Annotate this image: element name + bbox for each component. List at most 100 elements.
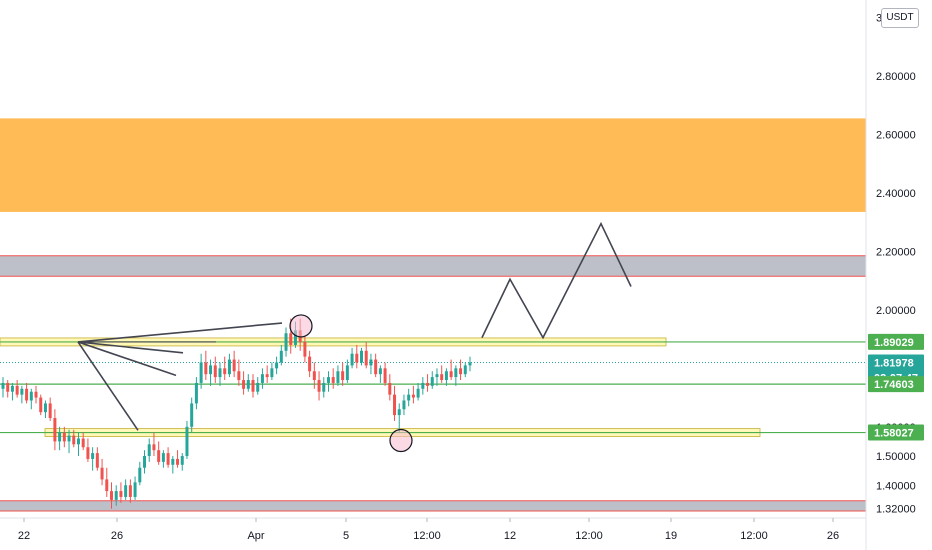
x-tick-label: Apr bbox=[247, 530, 264, 542]
candle-body bbox=[237, 371, 241, 381]
candle-body bbox=[39, 397, 43, 413]
candle-body bbox=[166, 453, 170, 465]
candle-body bbox=[251, 380, 255, 392]
x-tick-label: 26 bbox=[827, 530, 839, 542]
candle-body bbox=[393, 394, 397, 416]
orange-resistance-zone bbox=[0, 118, 866, 212]
candle-body bbox=[171, 458, 175, 465]
candle-body bbox=[143, 456, 147, 468]
price-tag-1.74603 bbox=[868, 376, 924, 393]
projection-path bbox=[481, 221, 632, 340]
candle-body bbox=[435, 374, 439, 378]
candle-body bbox=[378, 368, 382, 375]
candle-body bbox=[440, 374, 444, 381]
price-tag-1.58027 bbox=[868, 424, 924, 441]
candle-body bbox=[1, 382, 5, 389]
price-tag-label: 1.81978 bbox=[874, 358, 914, 370]
candle-body bbox=[62, 432, 66, 442]
candle-body bbox=[20, 388, 24, 395]
candle-body bbox=[204, 362, 208, 375]
candle-body bbox=[246, 380, 250, 389]
y-tick-label: 2.00000 bbox=[876, 305, 916, 317]
candle-body bbox=[213, 365, 217, 378]
candle-body bbox=[15, 385, 19, 395]
top-circle-marker bbox=[289, 314, 313, 338]
y-tick-label: 2.80000 bbox=[876, 71, 916, 83]
y-tick-label: 1.50000 bbox=[876, 451, 916, 463]
candle-body bbox=[430, 377, 434, 386]
candle-body bbox=[341, 371, 345, 381]
candle-body bbox=[114, 491, 118, 500]
candle-body bbox=[218, 368, 222, 378]
candle-body bbox=[463, 365, 467, 375]
candle-body bbox=[43, 403, 47, 413]
candle-body bbox=[161, 453, 165, 462]
x-tick-label: 12:00 bbox=[575, 530, 603, 542]
candle-body bbox=[152, 444, 156, 451]
candle-body bbox=[260, 374, 264, 383]
candle-body bbox=[223, 368, 227, 375]
candle-body bbox=[53, 418, 57, 442]
candle-body bbox=[48, 403, 52, 419]
x-tick-label: 5 bbox=[343, 530, 349, 542]
candle-body bbox=[10, 385, 14, 392]
x-tick-label: 22 bbox=[18, 530, 30, 542]
candle-body bbox=[279, 350, 283, 363]
candle-body bbox=[91, 453, 95, 459]
price-tag-label: 1.74603 bbox=[874, 379, 914, 391]
candle-body bbox=[284, 333, 288, 351]
lower-gray-zone bbox=[0, 500, 866, 511]
candle-body bbox=[444, 371, 448, 381]
candle-body bbox=[355, 353, 359, 363]
fan-line bbox=[77, 322, 283, 343]
candle-body bbox=[317, 380, 321, 392]
candle-body bbox=[29, 391, 33, 401]
candle-body bbox=[402, 400, 406, 410]
candle-body bbox=[176, 458, 180, 465]
y-tick-label: 2.60000 bbox=[876, 129, 916, 141]
candle-body bbox=[157, 450, 161, 462]
x-tick-label: 26 bbox=[111, 530, 123, 542]
candle-body bbox=[350, 353, 354, 366]
candle-body bbox=[58, 432, 62, 442]
candle-body bbox=[388, 382, 392, 395]
candle-body bbox=[34, 391, 38, 398]
candle-body bbox=[128, 485, 132, 497]
y-tick-label: 1.40000 bbox=[876, 480, 916, 492]
candle-body bbox=[124, 485, 128, 497]
candle-body bbox=[421, 382, 425, 389]
candle-body bbox=[242, 380, 246, 389]
bottom-circle-marker bbox=[389, 428, 413, 453]
candle-body bbox=[72, 435, 76, 445]
price-tag-1.89029 bbox=[868, 333, 924, 350]
candle-body bbox=[67, 435, 71, 442]
x-tick-label: 12 bbox=[504, 530, 516, 542]
candle-body bbox=[459, 368, 463, 375]
candle-body bbox=[303, 342, 307, 357]
x-tick-label: 12:00 bbox=[740, 530, 768, 542]
fan-line bbox=[77, 341, 184, 354]
candle-body bbox=[6, 382, 10, 392]
candle-body bbox=[86, 447, 90, 459]
candle-body bbox=[369, 359, 373, 366]
candle-body bbox=[105, 479, 109, 492]
candle-body bbox=[360, 350, 364, 363]
upper-gray-zone bbox=[0, 255, 866, 277]
candle-body bbox=[364, 350, 368, 366]
y-tick-label: 1.32000 bbox=[876, 504, 916, 516]
candle-body bbox=[180, 456, 184, 465]
candle-body bbox=[76, 438, 80, 445]
candle-body bbox=[345, 365, 349, 381]
candle-body bbox=[468, 362, 472, 366]
candle-body bbox=[265, 374, 269, 378]
candle-body bbox=[270, 368, 274, 378]
x-tick-label: 12:00 bbox=[413, 530, 441, 542]
candle-body bbox=[100, 467, 104, 480]
candle-body bbox=[256, 382, 260, 392]
candle-body bbox=[374, 359, 378, 375]
currency-badge[interactable]: USDT bbox=[881, 8, 919, 28]
candle-body bbox=[81, 438, 85, 448]
candle-body bbox=[426, 382, 430, 386]
